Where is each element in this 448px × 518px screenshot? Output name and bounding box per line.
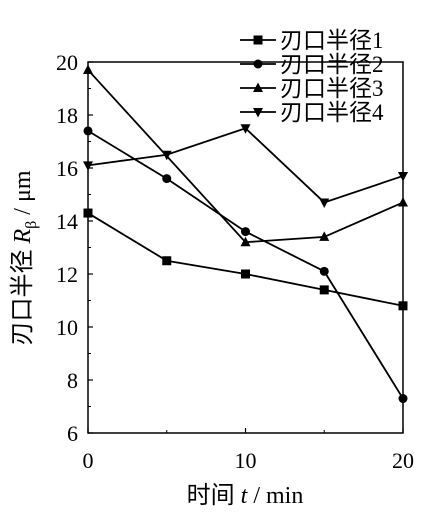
x-tick-label: 0 [83, 448, 94, 473]
series-1-point [241, 269, 250, 279]
series-2-point [162, 174, 172, 184]
series-1-point [83, 208, 93, 218]
y-tick-label: 18 [56, 103, 78, 128]
x-tick-label: 20 [392, 448, 414, 473]
legend-marker [253, 82, 263, 92]
series-1-point [319, 285, 329, 295]
legend-label: 刃口半径1 [280, 28, 384, 53]
series-3-point [83, 64, 93, 74]
legend-label: 刃口半径2 [280, 52, 384, 77]
series-2-point [83, 126, 93, 136]
legend-entry-3: 刃口半径3 [240, 76, 384, 101]
y-tick-label: 20 [56, 50, 78, 75]
y-tick-label: 14 [56, 209, 78, 234]
series-2-point [319, 266, 329, 276]
legend-marker [253, 35, 263, 45]
series-2-point [398, 394, 408, 404]
series-3-point [398, 196, 408, 207]
legend-label: 刃口半径4 [280, 100, 384, 125]
y-tick-label: 16 [56, 156, 78, 181]
series-2-line [87, 130, 404, 400]
legend-entry-1: 刃口半径1 [240, 28, 384, 53]
y-tick-label: 6 [67, 421, 78, 446]
legend-entry-2: 刃口半径2 [240, 52, 384, 77]
series-2 [83, 126, 408, 404]
series-2-point [241, 227, 250, 237]
series-1-point [162, 256, 172, 266]
y-axis-title: 刃口半径 Rβ / μm [9, 170, 40, 345]
legend-marker [253, 108, 263, 118]
y-tick-label: 8 [67, 368, 78, 393]
x-axis-title: 时间 t / min [187, 482, 304, 509]
series-1 [83, 208, 408, 311]
axes: 6 8 10 12 14 16 18 20 0 10 20 [56, 50, 414, 473]
series-3-point [319, 231, 330, 241]
legend-label: 刃口半径3 [280, 76, 384, 101]
y-tick-label: 10 [56, 315, 78, 340]
series-3-point [240, 236, 251, 247]
series-4-point [83, 161, 93, 171]
legend-entry-4: 刃口半径4 [240, 100, 384, 125]
series-1-line [87, 212, 404, 307]
series-4-point [398, 171, 408, 182]
x-tick-label: 10 [235, 448, 257, 473]
series-4-line [87, 127, 404, 204]
series-group [83, 64, 408, 404]
series-4 [83, 124, 408, 208]
series-4-point [161, 150, 172, 161]
y-tick-label: 12 [56, 262, 78, 287]
series-4-point [319, 198, 330, 208]
series-4-point [240, 124, 251, 134]
legend-marker [253, 59, 263, 69]
series-1-point [398, 301, 408, 311]
